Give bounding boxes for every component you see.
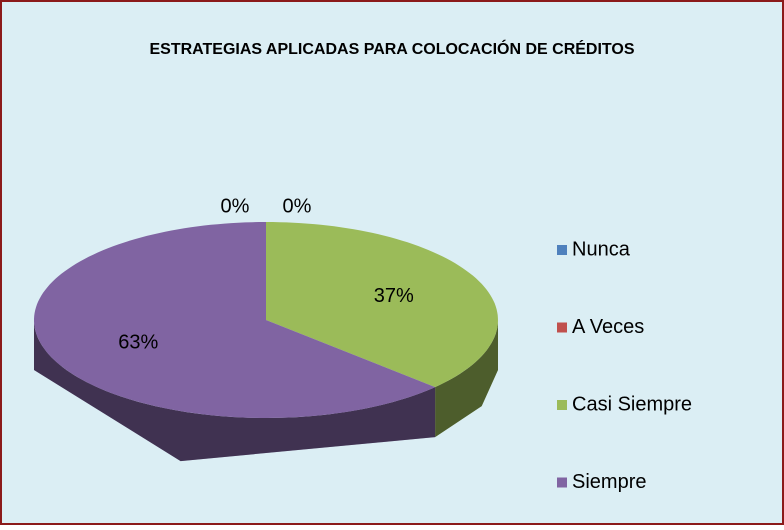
legend-swatch	[557, 477, 567, 488]
data-label: 63%	[118, 332, 158, 354]
legend-swatch	[557, 400, 567, 410]
data-label: 0%	[221, 195, 250, 217]
legend-label: A Veces	[572, 316, 644, 338]
data-label: 0%	[283, 195, 312, 217]
legend-label: Siempre	[572, 471, 646, 493]
chart-title: ESTRATEGIAS APLICADAS PARA COLOCACIÓN DE…	[149, 39, 634, 58]
data-label: 37%	[374, 285, 414, 307]
legend-label: Nunca	[572, 238, 631, 260]
slice	[266, 222, 498, 388]
slice-side-shade	[435, 320, 498, 438]
slice	[34, 222, 436, 418]
slice-side-shade	[34, 320, 436, 462]
legend-label: Casi Siempre	[572, 393, 692, 415]
legend-swatch	[557, 245, 567, 255]
legend-swatch	[557, 322, 567, 333]
